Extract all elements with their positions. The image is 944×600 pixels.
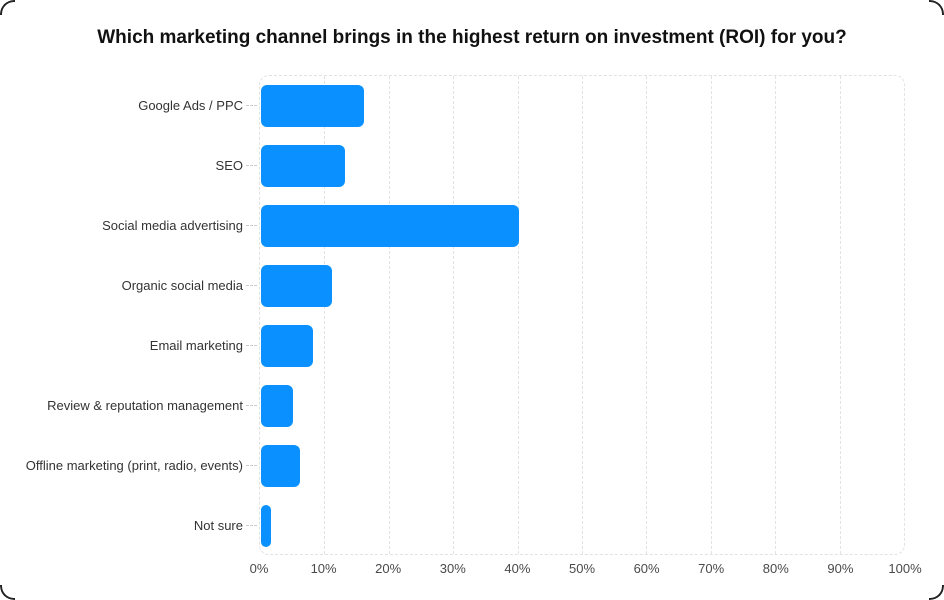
x-tick-label: 60% [633, 561, 660, 576]
x-tick-label: 0% [249, 561, 269, 576]
gridline [839, 76, 841, 554]
x-tick-label: 90% [827, 561, 854, 576]
category-tick-dash [246, 465, 257, 466]
category-tick-dash [246, 165, 257, 166]
bar [261, 265, 332, 307]
category-label: Not sure [193, 517, 243, 533]
x-tick-label: 20% [375, 561, 402, 576]
bar [261, 85, 365, 127]
card-corner-bottom-left [0, 585, 15, 600]
gridline [710, 76, 712, 554]
x-axis: 0% 10% 20% 30% 40% 50% 60% 70% 80% 90% 100% [250, 561, 922, 579]
x-tick-label: 70% [698, 561, 725, 576]
x-tick-label: 40% [504, 561, 531, 576]
gridline [388, 76, 390, 554]
category-label: Social media advertising [102, 217, 243, 233]
plot-area [259, 75, 905, 555]
bar [261, 385, 294, 427]
category-label: Organic social media [121, 277, 243, 293]
x-tick-label: 30% [439, 561, 466, 576]
bar [261, 325, 313, 367]
category-tick-dash [246, 105, 257, 106]
x-tick-label: 100% [888, 561, 922, 576]
category-tick-dash [246, 405, 257, 406]
gridline [775, 76, 777, 554]
bar [261, 505, 271, 547]
card-corner-bottom-right [929, 585, 944, 600]
category-label: SEO [215, 157, 243, 173]
category-label: Google Ads / PPC [138, 97, 243, 113]
chart-title: Which marketing channel brings in the hi… [97, 27, 847, 48]
category-tick-dash [246, 525, 257, 526]
bar [261, 205, 519, 247]
card-corner-top-right [929, 0, 944, 15]
bar [261, 445, 300, 487]
category-tick-dash [246, 225, 257, 226]
category-label: Email marketing [149, 337, 243, 353]
gridline [324, 76, 326, 554]
category-label: Review & reputation management [47, 397, 243, 413]
bar [261, 145, 345, 187]
gridline [646, 76, 648, 554]
category-label: Offline marketing (print, radio, events) [25, 457, 243, 473]
x-tick-label: 10% [310, 561, 337, 576]
card-corner-top-left [0, 0, 15, 15]
gridline [453, 76, 455, 554]
category-tick-dash [246, 285, 257, 286]
gridline [582, 76, 583, 554]
category-tick-dash [246, 345, 257, 346]
x-tick-label: 80% [762, 561, 789, 576]
gridline [517, 76, 519, 554]
x-tick-label: 50% [568, 561, 596, 576]
